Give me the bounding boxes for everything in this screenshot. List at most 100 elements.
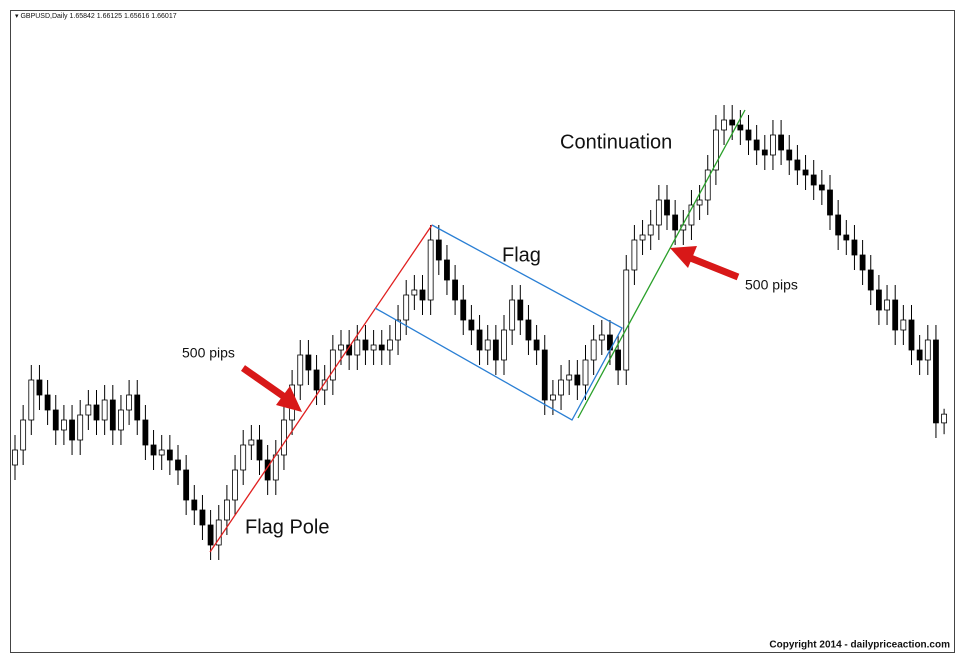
arrow-head — [670, 246, 697, 268]
candle-body — [525, 319, 532, 341]
candle-body — [101, 399, 108, 421]
candle-body — [191, 499, 198, 511]
candle-body — [598, 334, 605, 341]
candle-body — [778, 134, 784, 151]
candle-body — [900, 319, 907, 331]
copyright: Copyright 2014 - dailypriceaction.com — [769, 640, 950, 651]
header-close: 1.66017 — [151, 13, 176, 20]
candle-body — [876, 289, 882, 311]
candle-body — [745, 129, 752, 141]
arrow-shaft — [240, 365, 289, 401]
candle-body — [696, 199, 703, 206]
arrow-head — [276, 386, 302, 412]
candle-body — [93, 404, 100, 421]
candle-body — [810, 174, 817, 186]
candle-body — [232, 469, 238, 501]
candle-body — [248, 439, 255, 446]
header-open: 1.65842 — [70, 13, 95, 20]
candle-body — [541, 349, 548, 401]
candle-body — [134, 394, 141, 421]
candle-body — [753, 139, 760, 151]
plot-frame — [10, 10, 955, 653]
candle-body — [20, 419, 27, 451]
candle-body — [476, 329, 483, 351]
candle-body — [558, 379, 564, 396]
candle-body — [786, 149, 793, 161]
candle-body — [175, 459, 181, 471]
candle-body — [69, 419, 75, 441]
candle-body — [916, 349, 923, 361]
header: ▾ GBPUSD,Daily 1.65842 1.66125 1.65616 1… — [15, 13, 177, 20]
header-high: 1.66125 — [97, 13, 122, 20]
candle-body — [444, 259, 450, 281]
candle-body — [183, 469, 190, 501]
candle-body — [460, 299, 467, 321]
annotation: 500 pips — [182, 345, 235, 361]
candle-body — [395, 319, 401, 341]
candle-body — [492, 339, 499, 361]
header-low: 1.65616 — [124, 13, 149, 20]
candle-body — [28, 379, 35, 421]
candle-body — [109, 399, 116, 431]
candle-body — [713, 129, 719, 171]
candle-body — [240, 444, 247, 471]
candle-body — [892, 299, 899, 331]
candle-body — [150, 444, 157, 456]
candle-body — [639, 234, 646, 241]
candle-body — [737, 124, 744, 131]
candle-body — [256, 439, 263, 461]
candle-body — [36, 379, 43, 396]
candle-body — [12, 449, 18, 466]
candle-body — [615, 349, 621, 371]
candle-body — [362, 339, 369, 351]
candle-body — [207, 524, 214, 546]
candle-body — [704, 169, 711, 201]
candle-body — [933, 339, 939, 424]
candle-body — [721, 119, 727, 131]
candle-body — [655, 199, 662, 226]
candle-body — [867, 269, 874, 291]
candle-body — [501, 329, 507, 361]
candle-body — [427, 239, 434, 301]
candle-body — [818, 184, 825, 191]
candle-body — [419, 289, 426, 301]
candle-body — [851, 239, 858, 256]
candle-body — [126, 394, 132, 411]
candle-body — [281, 419, 287, 456]
candle-body — [403, 294, 410, 321]
arrow-shaft — [686, 253, 740, 281]
candle-body — [761, 149, 768, 156]
candle-body — [338, 344, 344, 351]
candle-body — [859, 254, 866, 271]
symbol: GBPUSD,Daily — [20, 13, 68, 20]
candle-body — [484, 339, 491, 351]
candle-body — [924, 339, 931, 361]
candle-body — [582, 359, 589, 386]
candle-body — [452, 279, 459, 301]
candle-body — [354, 339, 361, 356]
candle-body — [647, 224, 654, 236]
arrow-left — [240, 365, 302, 412]
candle-body — [802, 169, 809, 176]
candle-body — [52, 409, 59, 431]
candle-body — [574, 374, 581, 386]
candle-body — [908, 319, 915, 351]
annotation: Flag Pole — [245, 516, 330, 538]
candle-body — [770, 134, 776, 156]
candle-body — [85, 404, 92, 416]
candle-body — [435, 239, 442, 261]
candle-body — [142, 419, 149, 446]
candle-body — [729, 119, 736, 126]
candle-body — [509, 299, 516, 331]
candle-body — [827, 189, 833, 216]
candle-body — [843, 234, 850, 241]
candle-body — [321, 379, 328, 391]
candle-body — [566, 374, 573, 381]
candle-body — [313, 369, 320, 391]
candle-body — [199, 509, 206, 526]
candle-body — [378, 344, 385, 351]
candle-body — [941, 413, 947, 424]
candle-body — [835, 214, 842, 236]
candle-body — [411, 289, 418, 296]
